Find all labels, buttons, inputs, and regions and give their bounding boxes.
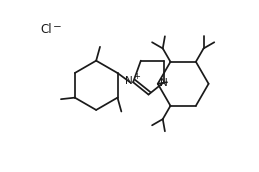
Text: −: −: [53, 22, 62, 32]
Text: +: +: [134, 72, 140, 81]
Text: N: N: [160, 78, 168, 88]
Text: N: N: [125, 77, 132, 87]
Text: Cl: Cl: [41, 23, 52, 36]
